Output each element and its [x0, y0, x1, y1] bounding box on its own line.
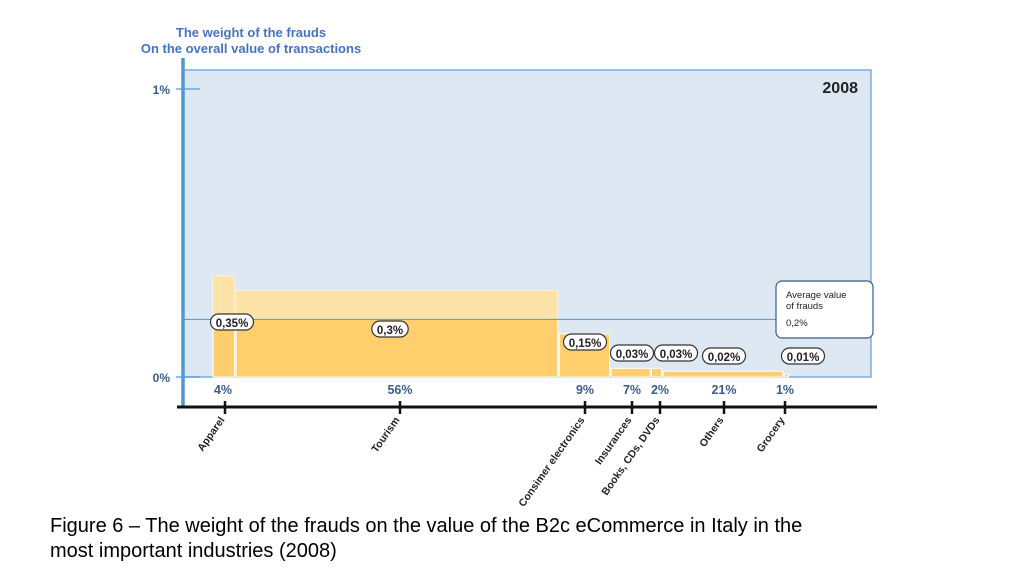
value-label-box-0	[209, 313, 255, 331]
average-box-title-line1: Average value	[786, 290, 847, 301]
caption-line1: Figure 6 – The weight of the frauds on t…	[50, 515, 803, 537]
chart-title-line2: On the overall value of transactions	[141, 41, 361, 56]
value-label-box-5	[701, 347, 747, 365]
share-label-0: 4%	[214, 383, 232, 397]
average-box-title-line2: of frauds	[786, 301, 823, 312]
y-tick-label-1: 1%	[153, 83, 171, 97]
value-label-5: 0,02%	[708, 352, 741, 364]
share-labels: 4% 56% 9% 7% 2% 21% 1%	[214, 383, 794, 397]
category-label-5: Others	[697, 415, 726, 450]
value-label-box-3	[609, 344, 655, 362]
value-label-box-1	[371, 320, 409, 338]
x-ticks	[223, 401, 787, 414]
value-label-3: 0,03%	[616, 349, 649, 361]
year-label: 2008	[822, 80, 858, 97]
category-label-6: Grocery	[755, 415, 788, 455]
average-box-value: 0,2%	[786, 318, 808, 329]
bar-4	[651, 367, 663, 378]
value-label-2: 0,15%	[569, 338, 602, 350]
average-box: Average value of frauds 0,2%	[775, 280, 874, 339]
value-label-1: 0,3%	[377, 325, 403, 337]
share-label-4: 2%	[651, 383, 669, 397]
value-labels: 0,35% 0,3% 0,15% 0,03% 0,03% 0,02% 0,01%	[209, 313, 826, 365]
category-labels: Apparel Tourism Consimer electronics Insura…	[195, 415, 787, 509]
value-label-4: 0,03%	[660, 349, 693, 361]
y-ticks: 0% 1%	[153, 83, 200, 385]
value-label-box-2	[562, 333, 608, 351]
category-label-2: Consimer electronics	[516, 415, 587, 509]
bar-3	[610, 367, 651, 378]
chart-title-line1: The weight of the frauds	[176, 25, 326, 40]
caption-line2: most important industries (2008)	[50, 540, 337, 562]
share-label-6: 1%	[776, 383, 794, 397]
value-label-6: 0,01%	[787, 352, 820, 364]
chart: 0% 1% The weight of the frauds On the ove…	[141, 25, 877, 509]
y-tick-label-0: 0%	[153, 371, 171, 385]
bar-highlight-0	[213, 276, 235, 320]
share-label-2: 9%	[576, 383, 594, 397]
bar-highlight-1	[236, 290, 558, 320]
share-label-3: 7%	[623, 383, 641, 397]
figure-caption: Figure 6 – The weight of the frauds on t…	[50, 514, 980, 564]
value-label-box-4	[653, 344, 699, 362]
category-label-0: Apparel	[195, 415, 227, 454]
share-label-5: 21%	[711, 383, 736, 397]
bar-5	[662, 370, 784, 378]
share-label-1: 56%	[387, 383, 412, 397]
bar-6	[783, 373, 789, 378]
value-label-0: 0,35%	[216, 318, 249, 330]
value-label-box-6	[780, 347, 826, 365]
category-label-1: Tourism	[369, 415, 402, 455]
